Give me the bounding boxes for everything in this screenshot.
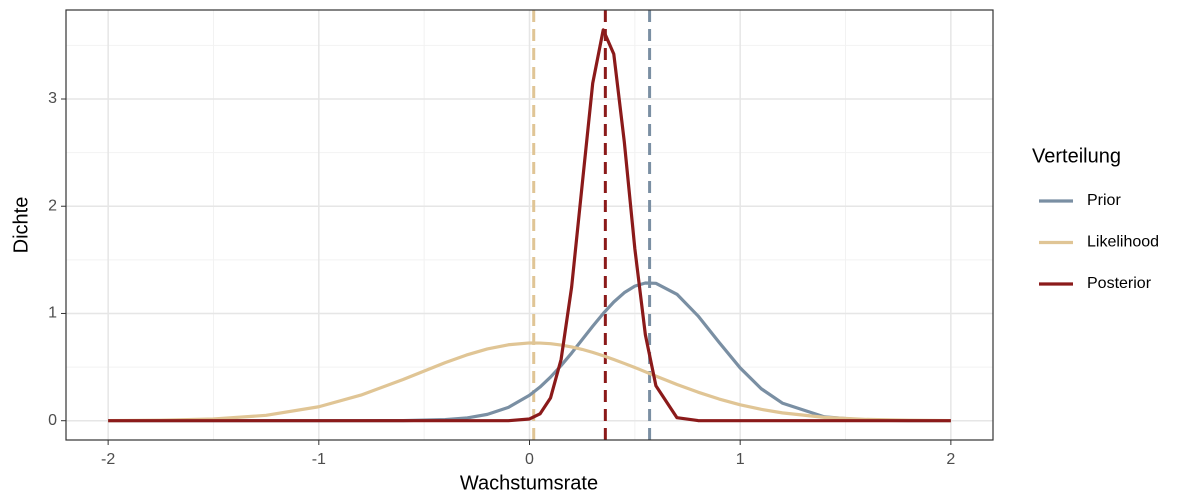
x-tick-label: 2 — [946, 451, 955, 468]
legend-label: Posterior — [1087, 275, 1152, 292]
y-tick-label: 0 — [48, 412, 57, 429]
legend-label: Prior — [1087, 192, 1121, 209]
density-line — [108, 28, 951, 423]
y-tick-label: 2 — [48, 197, 57, 214]
x-tick-label: 1 — [736, 451, 745, 468]
x-axis-title: Wachstumsrate — [460, 472, 598, 494]
density-line — [108, 341, 951, 423]
legend-label: Likelihood — [1087, 234, 1159, 251]
plot-border — [65, 9, 994, 441]
x-tick-label: 0 — [525, 451, 534, 468]
x-tick-label: -1 — [312, 451, 326, 468]
y-tick-label: 3 — [48, 90, 57, 107]
y-axis-title: Dichte — [10, 197, 32, 254]
y-tick-label: 1 — [48, 305, 57, 322]
x-tick-label: -2 — [101, 451, 115, 468]
legend-title: Verteilung — [1032, 145, 1121, 167]
